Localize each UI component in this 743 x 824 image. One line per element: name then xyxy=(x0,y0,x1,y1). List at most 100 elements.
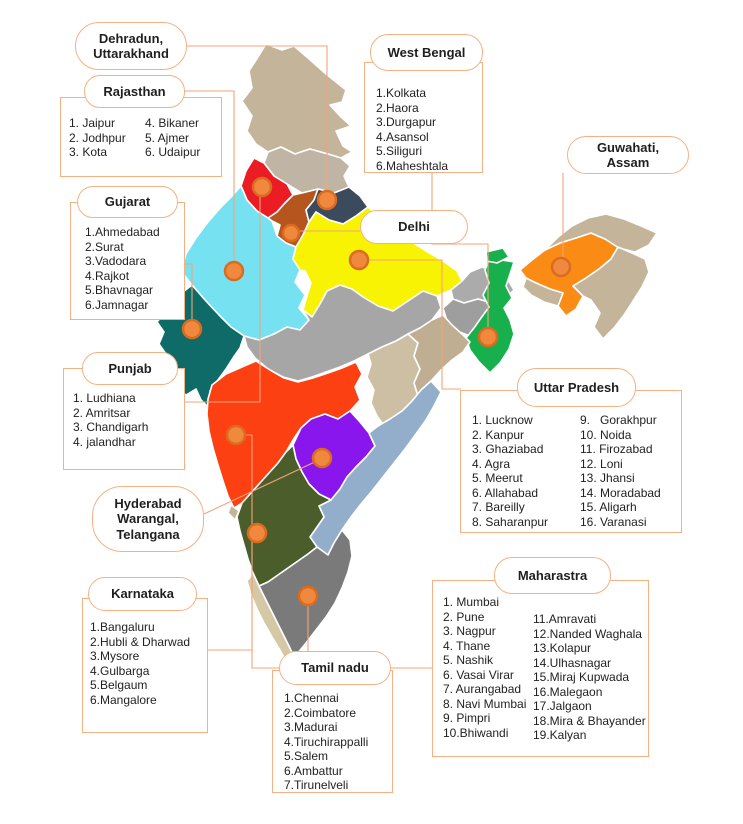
city-item: 2.Haora xyxy=(376,100,419,115)
city-item: 5. Meerut xyxy=(472,471,523,485)
rajasthan-title: Rajasthan xyxy=(103,83,166,99)
gujarat-city-list: 1.Ahmedabad 2.Surat 3.Vadodara 4.Rajkot 5.Bh… xyxy=(70,202,185,320)
karnataka-col1: 1.Bangaluru 2.Hubli & Dharwad 3.Mysore 4.Gu… xyxy=(90,620,190,707)
city-item: 5. Nashik xyxy=(443,653,494,667)
city-item: 6.Ambattur xyxy=(284,763,343,778)
connector-dehradun xyxy=(187,45,328,191)
state-goa xyxy=(227,504,240,521)
city-item: 19.Kalyan xyxy=(533,728,587,742)
city-item: 1.Kolkata xyxy=(376,86,427,100)
uttar-pradesh-col1: 1. Lucknow 2. Kanpur 3. Ghaziabad 4. Agra 5.… xyxy=(472,413,580,529)
city-item: 4.Asansol xyxy=(376,129,429,144)
city-marker-gujarat xyxy=(181,318,203,340)
city-item: 5.Bhavnagar xyxy=(85,283,154,297)
delhi-label: Delhi xyxy=(360,210,468,244)
city-item: 2.Hubli & Dharwad xyxy=(90,634,191,649)
city-item: 13. Jhansi xyxy=(580,471,635,485)
tamil-nadu-city-list: 1.Chennai 2.Coimbatore 3.Madurai 4.Tiruchir… xyxy=(272,670,393,793)
connector-uttar-pradesh xyxy=(366,259,461,390)
city-item: 11.Amravati xyxy=(533,612,597,626)
city-item: 4. Thane xyxy=(443,638,491,653)
city-item: 3.Mysore xyxy=(90,649,140,663)
city-item: 11. Firozabad xyxy=(580,442,653,456)
tamil-nadu-label: Tamil nadu xyxy=(279,651,391,685)
city-item: 2.Coimbatore xyxy=(284,705,357,720)
uttar-pradesh-label: Uttar Pradesh xyxy=(517,368,636,407)
city-item: 7. Aurangabad xyxy=(443,682,522,696)
guwahati-title: Guwahati, Assam xyxy=(596,139,660,171)
city-marker-west-bengal xyxy=(477,326,499,348)
city-item: 14. Moradabad xyxy=(580,485,661,500)
karnataka-title: Karnataka xyxy=(111,586,174,602)
connector-rajasthan xyxy=(185,90,235,263)
gujarat-label: Gujarat xyxy=(77,186,178,218)
city-item: 2. Kanpur xyxy=(472,427,525,442)
city-item: 9. Gorakhpur xyxy=(580,413,657,427)
maharastra-col2: 11.Amravati 12.Nanded Waghala 13.Kolapur 14… xyxy=(533,612,646,743)
tamil-nadu-col1: 1.Chennai 2.Coimbatore 3.Madurai 4.Tiruchir… xyxy=(284,691,368,793)
gujarat-title: Gujarat xyxy=(104,194,151,210)
city-item: 2. Jodhpur xyxy=(69,130,126,145)
city-item: 1. Ludhiana xyxy=(73,391,136,405)
city-item: 3. Chandigarh xyxy=(73,420,149,434)
city-marker-uttar-pradesh xyxy=(348,249,370,271)
west-bengal-city-list: 1.Kolkata 2.Haora 3.Durgapur 4.Asansol 5.Sil… xyxy=(364,62,483,173)
delhi-title: Delhi xyxy=(398,219,430,235)
city-item: 1. Jaipur xyxy=(69,116,116,130)
city-item: 15. Aligarh xyxy=(580,500,637,514)
city-item: 4. jalandhar xyxy=(73,434,136,449)
city-item: 5.Belgaum xyxy=(90,678,148,692)
uttar-pradesh-col2: 9. Gorakhpur 10. Noida 11. Firozabad 12. Lo… xyxy=(580,413,661,529)
hyderabad-title: Hyderabad Warangal, Telangana xyxy=(114,495,182,542)
west-bengal-col1: 1.Kolkata 2.Haora 3.Durgapur 4.Asansol 5.Sil… xyxy=(376,86,448,173)
city-item: 9. Pimpri xyxy=(443,711,491,725)
connector-west-bengal xyxy=(431,172,489,329)
uttar-pradesh-title: Uttar Pradesh xyxy=(533,379,620,395)
state-meghalaya xyxy=(522,277,564,307)
maharastra-col1: 1. Mumbai 2. Pune 3. Nagpur 4. Thane 5. Nash… xyxy=(443,595,533,740)
dehradun-title: Dehradun, Uttarakhand xyxy=(93,30,169,62)
tamil-nadu-title: Tamil nadu xyxy=(301,660,369,676)
dehradun-label: Dehradun, Uttarakhand xyxy=(75,22,187,70)
city-item: 18.Mira & Bhayander xyxy=(533,713,646,728)
rajasthan-city-list: 1. Jaipur 2. Jodhpur 3. Kota 4. Bikaner 5. … xyxy=(60,97,222,177)
city-item: 4. Bikaner xyxy=(145,116,200,130)
city-item: 4.Gulbarga xyxy=(90,663,150,678)
city-marker-tamil-nadu xyxy=(297,585,319,607)
city-item: 16. Varanasi xyxy=(580,514,647,529)
city-item: 6. Vasai Virar xyxy=(443,667,514,682)
state-sikkim xyxy=(485,247,510,264)
city-item: 15.Miraj Kupwada xyxy=(533,670,630,684)
city-item: 12.Nanded Waghala xyxy=(533,626,642,641)
city-item: 8. Saharanpur xyxy=(472,514,549,529)
city-item: 4.Tiruchirappalli xyxy=(284,734,369,749)
rajasthan-col2: 4. Bikaner 5. Ajmer 6. Udaipur xyxy=(145,116,200,160)
punjab-col1: 1. Ludhiana 2. Amritsar 3. Chandigarh 4. ja… xyxy=(73,391,148,449)
city-item: 8. Navi Mumbai xyxy=(443,696,527,711)
city-item: 7.Tirunelveli xyxy=(284,778,349,792)
city-item: 3. Kota xyxy=(69,145,108,159)
city-marker-uttarakhand xyxy=(316,189,338,211)
city-item: 13.Kolapur xyxy=(533,641,592,655)
maharastra-city-list: 1. Mumbai 2. Pune 3. Nagpur 4. Thane 5. Nash… xyxy=(432,580,649,757)
city-item: 1.Chennai xyxy=(284,691,339,705)
punjab-city-list: 1. Ludhiana 2. Amritsar 3. Chandigarh 4. ja… xyxy=(63,368,185,470)
punjab-title: Punjab xyxy=(108,360,152,376)
hyderabad-label: Hyderabad Warangal, Telangana xyxy=(92,486,204,552)
city-item: 1.Ahmedabad xyxy=(85,225,160,239)
rajasthan-label: Rajasthan xyxy=(84,75,185,108)
city-item: 12. Loni xyxy=(580,456,623,471)
city-item: 1.Bangaluru xyxy=(90,620,155,634)
city-item: 1. Mumbai xyxy=(443,595,500,609)
city-item: 17.Jalgaon xyxy=(533,699,592,713)
west-bengal-title: West Bengal xyxy=(387,44,466,60)
connector-karnataka xyxy=(208,541,253,651)
karnataka-label: Karnataka xyxy=(88,577,197,611)
city-marker-rajasthan xyxy=(223,260,245,282)
connector-hyderabad xyxy=(203,459,320,515)
city-item: 3. Ghaziabad xyxy=(472,442,544,456)
city-item: 6. Udaipur xyxy=(145,145,201,159)
city-item: 14.Ulhasnagar xyxy=(533,655,612,670)
maharastra-title: Maharastra xyxy=(517,567,588,583)
